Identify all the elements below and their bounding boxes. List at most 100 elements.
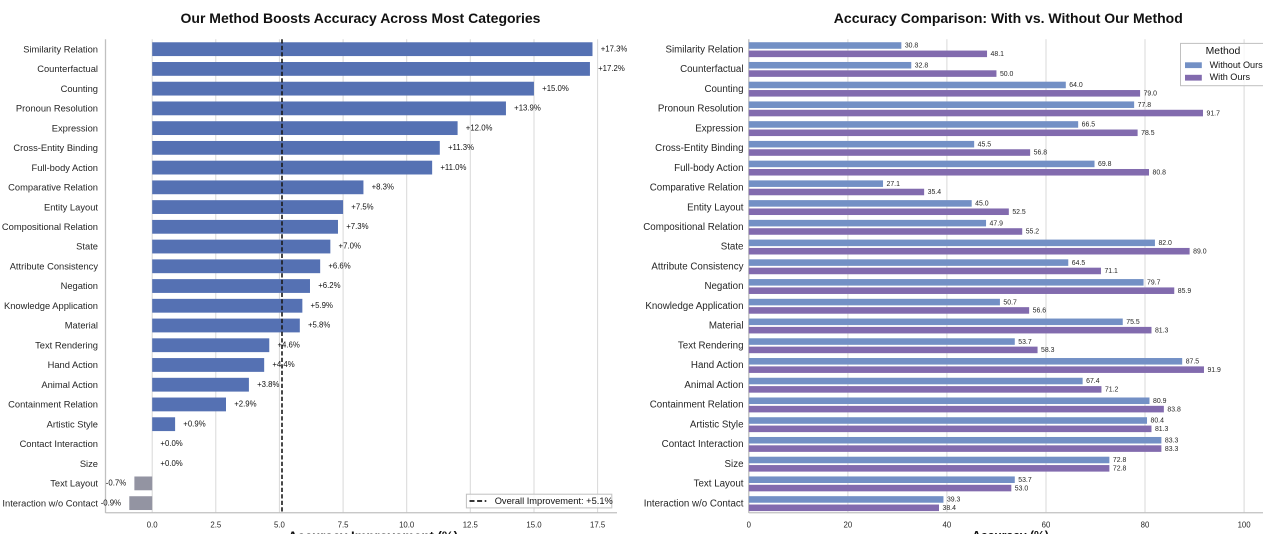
svg-text:48.1: 48.1 xyxy=(991,51,1005,58)
svg-text:Entity Layout: Entity Layout xyxy=(687,202,744,213)
svg-text:50.0: 50.0 xyxy=(1000,71,1014,78)
svg-text:Method: Method xyxy=(1206,46,1241,57)
svg-text:+15.0%: +15.0% xyxy=(542,84,569,93)
svg-text:79.0: 79.0 xyxy=(1144,91,1158,98)
svg-text:Pronoun Resolution: Pronoun Resolution xyxy=(658,104,744,115)
svg-text:Full-body Action: Full-body Action xyxy=(32,163,98,173)
svg-text:Counting: Counting xyxy=(61,84,98,94)
svg-text:+8.3%: +8.3% xyxy=(372,183,394,192)
svg-text:55.2: 55.2 xyxy=(1026,229,1040,236)
svg-text:Similarity Relation: Similarity Relation xyxy=(23,44,98,54)
svg-text:Pronoun Resolution: Pronoun Resolution xyxy=(16,104,98,114)
svg-text:100: 100 xyxy=(1238,521,1252,530)
svg-text:Expression: Expression xyxy=(52,123,98,133)
svg-text:+5.8%: +5.8% xyxy=(308,321,330,330)
svg-text:77.8: 77.8 xyxy=(1138,102,1152,109)
svg-text:56.6: 56.6 xyxy=(1033,308,1047,315)
svg-text:35.4: 35.4 xyxy=(928,189,942,196)
svg-text:60: 60 xyxy=(1042,521,1051,530)
svg-text:64.0: 64.0 xyxy=(1069,82,1083,89)
svg-text:80.9: 80.9 xyxy=(1153,398,1167,405)
svg-text:Artistic Style: Artistic Style xyxy=(690,419,744,430)
svg-text:5.0: 5.0 xyxy=(274,521,286,530)
svg-text:Counterfactual: Counterfactual xyxy=(680,64,743,75)
svg-text:+6.6%: +6.6% xyxy=(328,261,350,270)
svg-text:32.8: 32.8 xyxy=(915,62,929,69)
svg-text:+0.0%: +0.0% xyxy=(160,459,182,468)
svg-text:64.5: 64.5 xyxy=(1072,260,1086,267)
svg-text:Accuracy Comparison: With vs.: Accuracy Comparison: With vs. Without Ou… xyxy=(834,10,1183,26)
svg-text:Compositional Relation: Compositional Relation xyxy=(643,222,743,233)
svg-text:80.8: 80.8 xyxy=(1153,169,1167,176)
svg-text:79.7: 79.7 xyxy=(1147,280,1161,287)
svg-text:Size: Size xyxy=(725,459,744,470)
svg-text:Contact Interaction: Contact Interaction xyxy=(20,439,98,449)
svg-text:Attribute Consistency: Attribute Consistency xyxy=(651,261,743,272)
svg-text:67.4: 67.4 xyxy=(1086,378,1100,385)
svg-text:75.5: 75.5 xyxy=(1126,319,1140,326)
svg-text:91.9: 91.9 xyxy=(1207,367,1221,374)
svg-text:Text Rendering: Text Rendering xyxy=(678,340,744,351)
svg-text:State: State xyxy=(76,242,98,252)
svg-text:+6.2%: +6.2% xyxy=(318,281,340,290)
svg-text:Cross-Entity Binding: Cross-Entity Binding xyxy=(13,143,98,153)
svg-text:83.3: 83.3 xyxy=(1165,437,1179,444)
svg-text:15.0: 15.0 xyxy=(526,521,542,530)
svg-text:Interaction w/o Contact: Interaction w/o Contact xyxy=(644,498,744,509)
svg-text:83.3: 83.3 xyxy=(1165,446,1179,453)
svg-text:Entity Layout: Entity Layout xyxy=(44,202,98,212)
svg-text:38.4: 38.4 xyxy=(943,505,957,512)
svg-text:53.7: 53.7 xyxy=(1018,339,1032,346)
svg-text:Knowledge Application: Knowledge Application xyxy=(645,301,743,312)
svg-text:81.3: 81.3 xyxy=(1155,327,1169,334)
svg-text:53.7: 53.7 xyxy=(1018,477,1032,484)
svg-text:83.8: 83.8 xyxy=(1167,406,1181,413)
svg-text:39.3: 39.3 xyxy=(947,497,961,504)
svg-text:Attribute Consistency: Attribute Consistency xyxy=(10,261,99,271)
svg-text:Negation: Negation xyxy=(61,281,98,291)
svg-text:Comparative Relation: Comparative Relation xyxy=(8,183,98,193)
svg-text:Compositional Relation: Compositional Relation xyxy=(2,222,98,232)
svg-text:Overall Improvement: +5.1%: Overall Improvement: +5.1% xyxy=(495,496,613,506)
svg-text:With Ours: With Ours xyxy=(1210,72,1251,82)
svg-text:Artistic Style: Artistic Style xyxy=(47,419,98,429)
svg-text:Material: Material xyxy=(65,321,98,331)
svg-text:+17.3%: +17.3% xyxy=(601,44,628,53)
svg-text:Containment Relation: Containment Relation xyxy=(650,400,744,411)
svg-text:-0.9%: -0.9% xyxy=(101,498,121,507)
svg-text:53.0: 53.0 xyxy=(1015,485,1029,492)
svg-text:Text Rendering: Text Rendering xyxy=(35,340,98,350)
svg-text:+17.2%: +17.2% xyxy=(598,64,625,73)
svg-text:+11.3%: +11.3% xyxy=(448,143,474,152)
svg-text:10.0: 10.0 xyxy=(399,521,415,530)
svg-text:81.3: 81.3 xyxy=(1155,426,1169,433)
svg-text:91.7: 91.7 xyxy=(1206,110,1220,117)
svg-text:Cross-Entity Binding: Cross-Entity Binding xyxy=(655,143,743,154)
svg-text:+0.9%: +0.9% xyxy=(183,419,205,428)
svg-text:+2.9%: +2.9% xyxy=(234,400,256,409)
svg-text:7.5: 7.5 xyxy=(338,521,350,530)
svg-text:Interaction w/o Contact: Interaction w/o Contact xyxy=(2,498,98,508)
svg-text:+0.0%: +0.0% xyxy=(160,439,182,448)
svg-text:+7.3%: +7.3% xyxy=(346,222,368,231)
svg-text:89.0: 89.0 xyxy=(1193,248,1207,255)
svg-text:27.1: 27.1 xyxy=(887,181,901,188)
svg-text:82.0: 82.0 xyxy=(1158,240,1172,247)
svg-text:Material: Material xyxy=(709,321,744,332)
svg-text:+7.5%: +7.5% xyxy=(351,202,373,211)
svg-text:66.5: 66.5 xyxy=(1082,122,1096,129)
svg-text:Counting: Counting xyxy=(704,84,743,95)
svg-text:78.5: 78.5 xyxy=(1141,130,1155,137)
svg-text:40: 40 xyxy=(943,521,952,530)
svg-text:71.2: 71.2 xyxy=(1105,387,1119,394)
svg-text:85.9: 85.9 xyxy=(1178,288,1192,295)
svg-text:71.1: 71.1 xyxy=(1104,268,1118,275)
svg-text:87.5: 87.5 xyxy=(1186,358,1200,365)
svg-text:56.8: 56.8 xyxy=(1034,150,1048,157)
svg-text:Full-body Action: Full-body Action xyxy=(674,163,743,174)
svg-text:17.5: 17.5 xyxy=(590,521,606,530)
svg-text:+3.8%: +3.8% xyxy=(257,380,279,389)
svg-text:Accuracy Improvement (%): Accuracy Improvement (%) xyxy=(288,528,458,534)
svg-text:Counterfactual: Counterfactual xyxy=(37,64,98,74)
svg-text:-0.7%: -0.7% xyxy=(106,479,126,488)
